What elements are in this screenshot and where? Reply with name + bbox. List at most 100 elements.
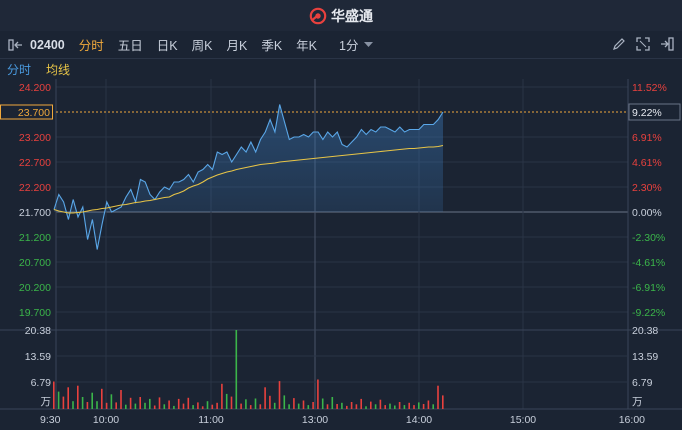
price-tick-label: 24.200 bbox=[19, 82, 51, 94]
price-tick-label: 20.700 bbox=[19, 257, 51, 269]
volume-bar bbox=[346, 405, 348, 409]
collapse-panel-icon[interactable] bbox=[8, 38, 24, 52]
volume-bar bbox=[336, 404, 338, 409]
volume-tick-label-right: 20.38 bbox=[632, 325, 658, 337]
pct-tick-label: 4.61% bbox=[632, 157, 662, 169]
period-dropdown[interactable]: 1分 bbox=[339, 35, 374, 54]
volume-bar bbox=[216, 402, 218, 409]
subtab-intraday[interactable]: 分时 bbox=[7, 62, 32, 77]
volume-bar bbox=[211, 404, 214, 409]
time-tick-label: 14:00 bbox=[406, 414, 432, 426]
volume-bar bbox=[225, 393, 228, 409]
price-area bbox=[54, 104, 443, 250]
volume-bar bbox=[120, 390, 122, 409]
stock-code: 02400 bbox=[30, 37, 65, 52]
volume-bar bbox=[101, 388, 103, 409]
volume-bar bbox=[245, 399, 247, 409]
time-tick-label: 10:00 bbox=[93, 414, 119, 426]
volume-tick-label: 6.79 bbox=[31, 377, 52, 389]
volume-bar bbox=[389, 403, 391, 409]
volume-tick-label-right: 13.59 bbox=[632, 351, 658, 363]
price-line bbox=[53, 104, 444, 250]
price-tick-label: 22.700 bbox=[19, 157, 51, 169]
volume-bar bbox=[187, 397, 190, 409]
volume-bar bbox=[153, 405, 156, 409]
volume-unit-label-right: 万 bbox=[632, 396, 643, 408]
volume-tick-label: 13.59 bbox=[25, 351, 51, 363]
pct-tick-label: 0.00% bbox=[632, 207, 662, 219]
volume-bar bbox=[129, 397, 132, 409]
volume-bar bbox=[355, 404, 358, 409]
volume-bar bbox=[259, 404, 262, 409]
volume-bar bbox=[288, 404, 290, 409]
tab-daily-k[interactable]: 日K bbox=[156, 39, 178, 53]
brand-name: 华盛通 bbox=[331, 7, 373, 24]
volume-tick-label: 20.38 bbox=[25, 325, 51, 337]
pct-tick-label: 2.30% bbox=[632, 182, 662, 194]
volume-bar bbox=[158, 397, 161, 409]
tab-monthly-k[interactable]: 月K bbox=[226, 39, 248, 53]
volume-bar bbox=[350, 402, 353, 409]
volume-bar bbox=[72, 401, 74, 409]
volume-bar bbox=[81, 397, 84, 409]
time-tick-label: 11:00 bbox=[198, 414, 224, 426]
volume-bar bbox=[230, 396, 233, 409]
volume-bar bbox=[283, 395, 286, 409]
tab-intraday[interactable]: 分时 bbox=[78, 39, 104, 53]
indicator-tabs: 分时 均线 bbox=[0, 59, 78, 79]
volume-bar bbox=[374, 404, 377, 409]
chart-toolbar: 02400 分时 五日 日K 周K 月K 季K 年K 1分 bbox=[0, 31, 682, 59]
volume-bar bbox=[201, 406, 204, 409]
tab-quarterly-k[interactable]: 季K bbox=[261, 39, 283, 53]
time-tick-label: 15:00 bbox=[510, 414, 536, 426]
price-tick-label: 19.700 bbox=[19, 307, 51, 319]
current-pct-badge bbox=[628, 103, 681, 121]
volume-bar bbox=[432, 404, 434, 409]
volume-bar bbox=[110, 394, 113, 409]
volume-bar bbox=[273, 402, 276, 409]
expand-panel-icon[interactable] bbox=[660, 37, 674, 51]
app-header: 华盛通 bbox=[0, 0, 682, 31]
volume-bar bbox=[254, 398, 257, 409]
draw-pen-icon[interactable] bbox=[612, 37, 626, 51]
volume-bar bbox=[144, 402, 146, 409]
price-tick-label: 20.200 bbox=[19, 282, 51, 294]
tab-weekly-k[interactable]: 周K bbox=[191, 39, 213, 53]
volume-bar bbox=[182, 403, 185, 409]
volume-bar bbox=[105, 402, 108, 409]
current-price-badge bbox=[0, 104, 53, 120]
volume-bar bbox=[418, 402, 420, 409]
volume-bar bbox=[365, 406, 367, 409]
tab-yearly-k[interactable]: 年K bbox=[296, 39, 318, 53]
fullscreen-icon[interactable] bbox=[636, 37, 650, 51]
volume-bar bbox=[192, 405, 194, 409]
volume-bar bbox=[370, 401, 372, 409]
volume-bar bbox=[360, 398, 362, 409]
volume-bar bbox=[317, 379, 319, 409]
time-tick-label: 13:00 bbox=[302, 414, 328, 426]
volume-bar bbox=[57, 391, 60, 409]
price-tick-label: 22.200 bbox=[19, 182, 51, 194]
pct-tick-label: -6.91% bbox=[632, 282, 665, 294]
volume-bar bbox=[394, 405, 396, 409]
volume-bar bbox=[341, 402, 343, 409]
volume-bar bbox=[408, 402, 410, 409]
volume-bar bbox=[403, 405, 406, 409]
volume-bar bbox=[312, 402, 314, 409]
price-tick-label: 21.700 bbox=[19, 207, 51, 219]
intraday-chart[interactable]: 24.200 23.200 22.700 22.200 21.700 21.200 20.7… bbox=[0, 79, 682, 430]
volume-bar bbox=[235, 330, 238, 409]
volume-bar bbox=[398, 402, 401, 409]
price-tick-label: 21.200 bbox=[19, 232, 51, 244]
subtab-avg-line[interactable]: 均线 bbox=[46, 62, 71, 77]
toolbar-actions bbox=[612, 37, 674, 51]
time-tick-label: 16:00 bbox=[619, 414, 645, 426]
brand-logo-icon bbox=[309, 7, 327, 24]
volume-bar bbox=[177, 398, 180, 409]
volume-bar bbox=[321, 398, 324, 409]
volume-bar bbox=[139, 397, 141, 409]
volume-bar bbox=[307, 405, 310, 409]
volume-bar bbox=[442, 395, 444, 409]
volume-bar bbox=[293, 398, 295, 409]
tab-five-day[interactable]: 五日 bbox=[117, 39, 143, 53]
